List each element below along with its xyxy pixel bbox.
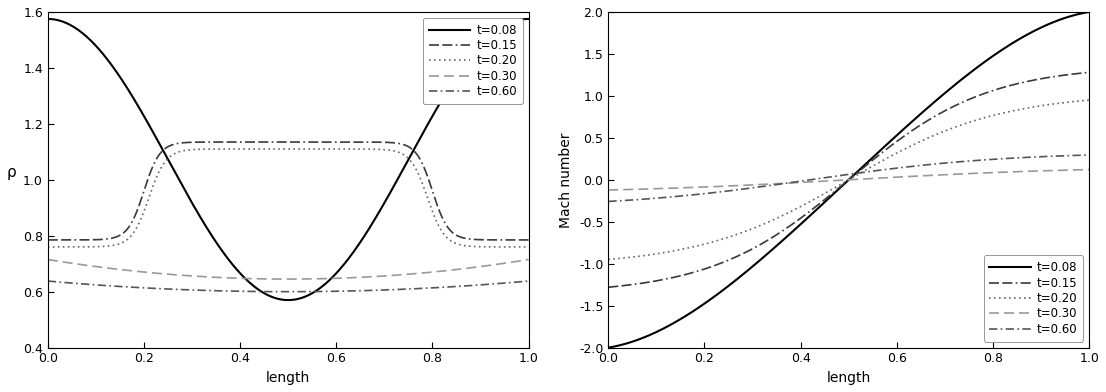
Y-axis label: Mach number: Mach number — [560, 132, 573, 227]
Legend: t=0.08, t=0.15, t=0.20, t=0.30, t=0.60: t=0.08, t=0.15, t=0.20, t=0.30, t=0.60 — [424, 18, 523, 104]
X-axis label: length: length — [826, 371, 870, 385]
Y-axis label: ρ: ρ — [7, 165, 17, 180]
X-axis label: length: length — [267, 371, 311, 385]
Legend: t=0.08, t=0.15, t=0.20, t=0.30, t=0.60: t=0.08, t=0.15, t=0.20, t=0.30, t=0.60 — [983, 256, 1083, 342]
